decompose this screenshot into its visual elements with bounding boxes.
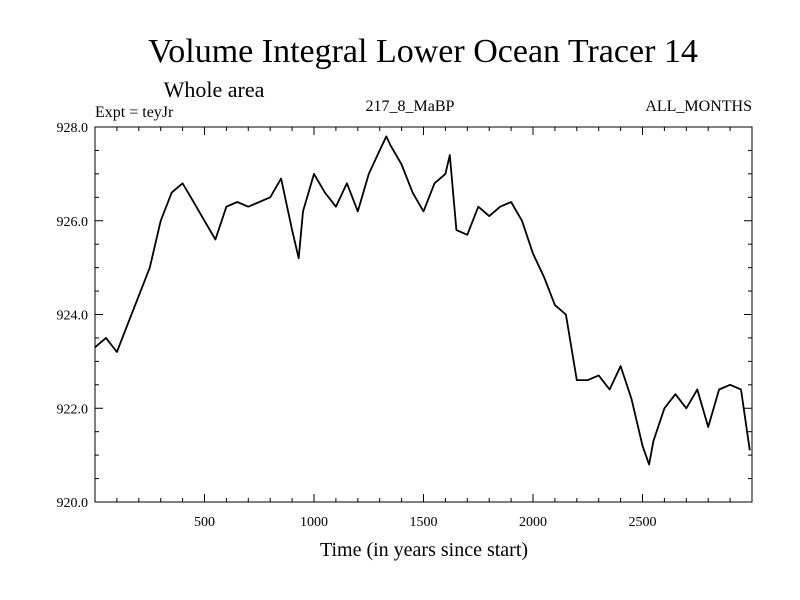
x-tick-label: 2500 (629, 515, 657, 530)
x-tick-label: 1500 (410, 515, 438, 530)
chart-subtitle: Whole area (164, 77, 265, 102)
months-label: ALL_MONTHS (645, 98, 752, 115)
period-label: 217_8_MaBP (366, 98, 455, 115)
expt-label: Expt = teyJr (95, 104, 174, 121)
y-tick-label: 922.0 (57, 402, 89, 417)
y-tick-label: 926.0 (57, 215, 89, 230)
chart-title: Volume Integral Lower Ocean Tracer 14 (148, 33, 698, 70)
axis-tick-labels: 500 1000 1500 2000 2500 920.0 922.0 924.0 926.0 9… (57, 121, 657, 530)
x-tick-label: 1000 (300, 515, 328, 530)
y-tick-label: 924.0 (57, 309, 89, 324)
series-group (94, 135, 751, 466)
x-tick-label: 2000 (519, 515, 547, 530)
y-tick-label: 928.0 (57, 121, 89, 136)
series-line (94, 135, 751, 466)
x-tick-label: 500 (194, 515, 215, 530)
axis-ticks (95, 126, 752, 503)
x-axis-title: Time (in years since start) (320, 539, 528, 561)
y-tick-label: 920.0 (57, 496, 89, 511)
